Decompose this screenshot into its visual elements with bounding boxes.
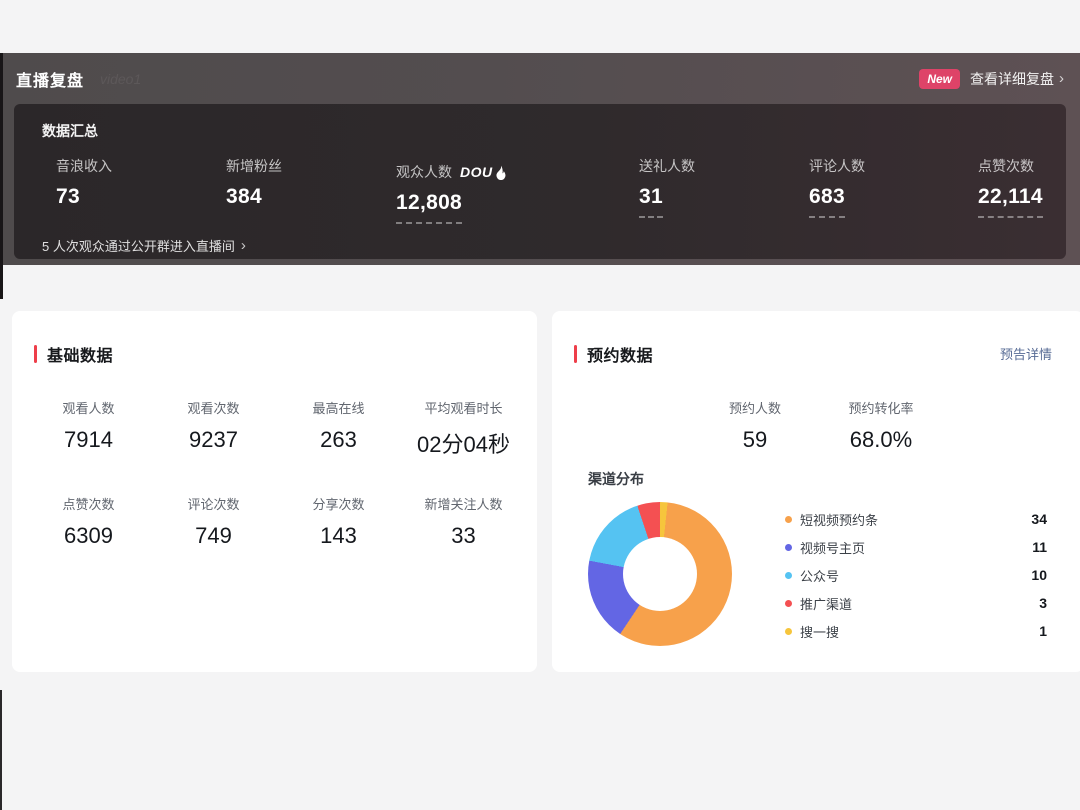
- stat-view-users: 观看人数 7914: [62, 401, 115, 452]
- legend-dot-icon: [785, 571, 792, 579]
- legend-dot-icon: [785, 627, 792, 635]
- legend-item-search[interactable]: 搜一搜 1: [785, 617, 1047, 645]
- stat-commenters: 评论人数 683: [809, 156, 865, 218]
- stat-gift-senders: 送礼人数 31: [639, 156, 695, 218]
- preview-detail-link[interactable]: 预告详情: [999, 347, 1052, 362]
- background-watermark: video1: [100, 71, 142, 87]
- basic-data-card: 基础数据 观看人数 7914 观看次数 9237 最高在线 263 平均观看时长…: [12, 311, 537, 672]
- stat-reservation-users: 预约人数 59: [728, 401, 781, 452]
- basic-stats-grid: 观看人数 7914 观看次数 9237 最高在线 263 平均观看时长 02分0…: [26, 398, 526, 549]
- stat-peak-online: 最高在线 263: [312, 401, 365, 452]
- live-review-section: video1 直播复盘 New 查看详细复盘 › 数据汇总 音浪收入 73 新增…: [0, 53, 1080, 265]
- reservation-stats: 预约人数 59 预约转化率 68.0%: [692, 398, 944, 453]
- reservation-data-title: 预约数据: [587, 348, 654, 365]
- detail-review-link[interactable]: 查看详细复盘 ›: [970, 69, 1064, 89]
- window-edge-strip: [0, 53, 3, 299]
- dou-plus-logo: DOU: [460, 164, 507, 180]
- stat-comment-count: 评论次数 749: [187, 497, 240, 548]
- card-title-row: 预约数据: [574, 342, 653, 366]
- reservation-data-card: 预约数据 预告详情 预约人数 59 预约转化率 68.0% 渠道分布 短视频预约…: [552, 311, 1080, 672]
- chevron-right-icon: ›: [1059, 70, 1064, 87]
- stat-value[interactable]: 683: [809, 185, 845, 218]
- stat-reservation-conversion: 预约转化率 68.0%: [848, 401, 914, 452]
- stat-sound-wave-income: 音浪收入 73: [56, 158, 112, 208]
- stat-like-count: 点赞次数 6309: [62, 497, 115, 548]
- window-edge-strip: [0, 690, 2, 810]
- legend-dot-icon: [785, 599, 792, 607]
- stat-value: 73: [56, 185, 80, 208]
- public-group-entry-link[interactable]: 5 人次观众通过公开群进入直播间 ›: [42, 237, 246, 254]
- stat-new-follows: 新增关注人数 33: [424, 497, 503, 548]
- stat-avg-watch-time: 平均观看时长 02分04秒: [417, 401, 510, 457]
- legend-item-official-account[interactable]: 公众号 10: [785, 561, 1047, 589]
- accent-bar: [34, 345, 37, 363]
- flame-plus-icon: [496, 165, 506, 180]
- basic-data-title: 基础数据: [47, 348, 114, 365]
- hero-header: video1 直播复盘 New 查看详细复盘 ›: [0, 53, 1080, 104]
- new-badge: New: [919, 68, 960, 89]
- channel-distribution-title: 渠道分布: [588, 471, 644, 487]
- data-summary-card: 数据汇总 音浪收入 73 新增粉丝 384 观众人数 DOU: [14, 104, 1066, 259]
- legend-item-channel-home[interactable]: 视频号主页 11: [785, 533, 1047, 561]
- chevron-right-icon: ›: [240, 237, 246, 254]
- stat-value[interactable]: 22,114: [978, 185, 1043, 218]
- stat-new-followers: 新增粉丝 384: [226, 158, 282, 208]
- stat-likes: 点赞次数 22,114: [978, 156, 1043, 218]
- hero-header-right: New 查看详细复盘 ›: [919, 68, 1064, 89]
- stat-share-count: 分享次数 143: [312, 497, 365, 548]
- stat-value: 384: [226, 185, 262, 208]
- summary-title: 数据汇总: [42, 123, 98, 139]
- legend-dot-icon: [785, 543, 792, 551]
- stat-viewers: 观众人数 DOU 12,808: [396, 162, 507, 224]
- channel-legend: 短视频预约条 34 视频号主页 11 公众号 10 推广渠道 3 搜一搜: [785, 505, 1047, 645]
- legend-item-short-video[interactable]: 短视频预约条 34: [785, 505, 1047, 533]
- legend-dot-icon: [785, 515, 792, 523]
- stat-value[interactable]: 31: [639, 185, 663, 218]
- legend-item-promotion[interactable]: 推广渠道 3: [785, 589, 1047, 617]
- stat-value[interactable]: 12,808: [396, 191, 463, 224]
- page-title: 直播复盘: [16, 72, 85, 90]
- stat-view-count: 观看次数 9237: [187, 401, 240, 452]
- accent-bar: [574, 345, 577, 363]
- detail-review-label: 查看详细复盘: [970, 70, 1054, 87]
- channel-donut-chart[interactable]: [588, 502, 732, 646]
- card-title-row: 基础数据: [34, 342, 113, 366]
